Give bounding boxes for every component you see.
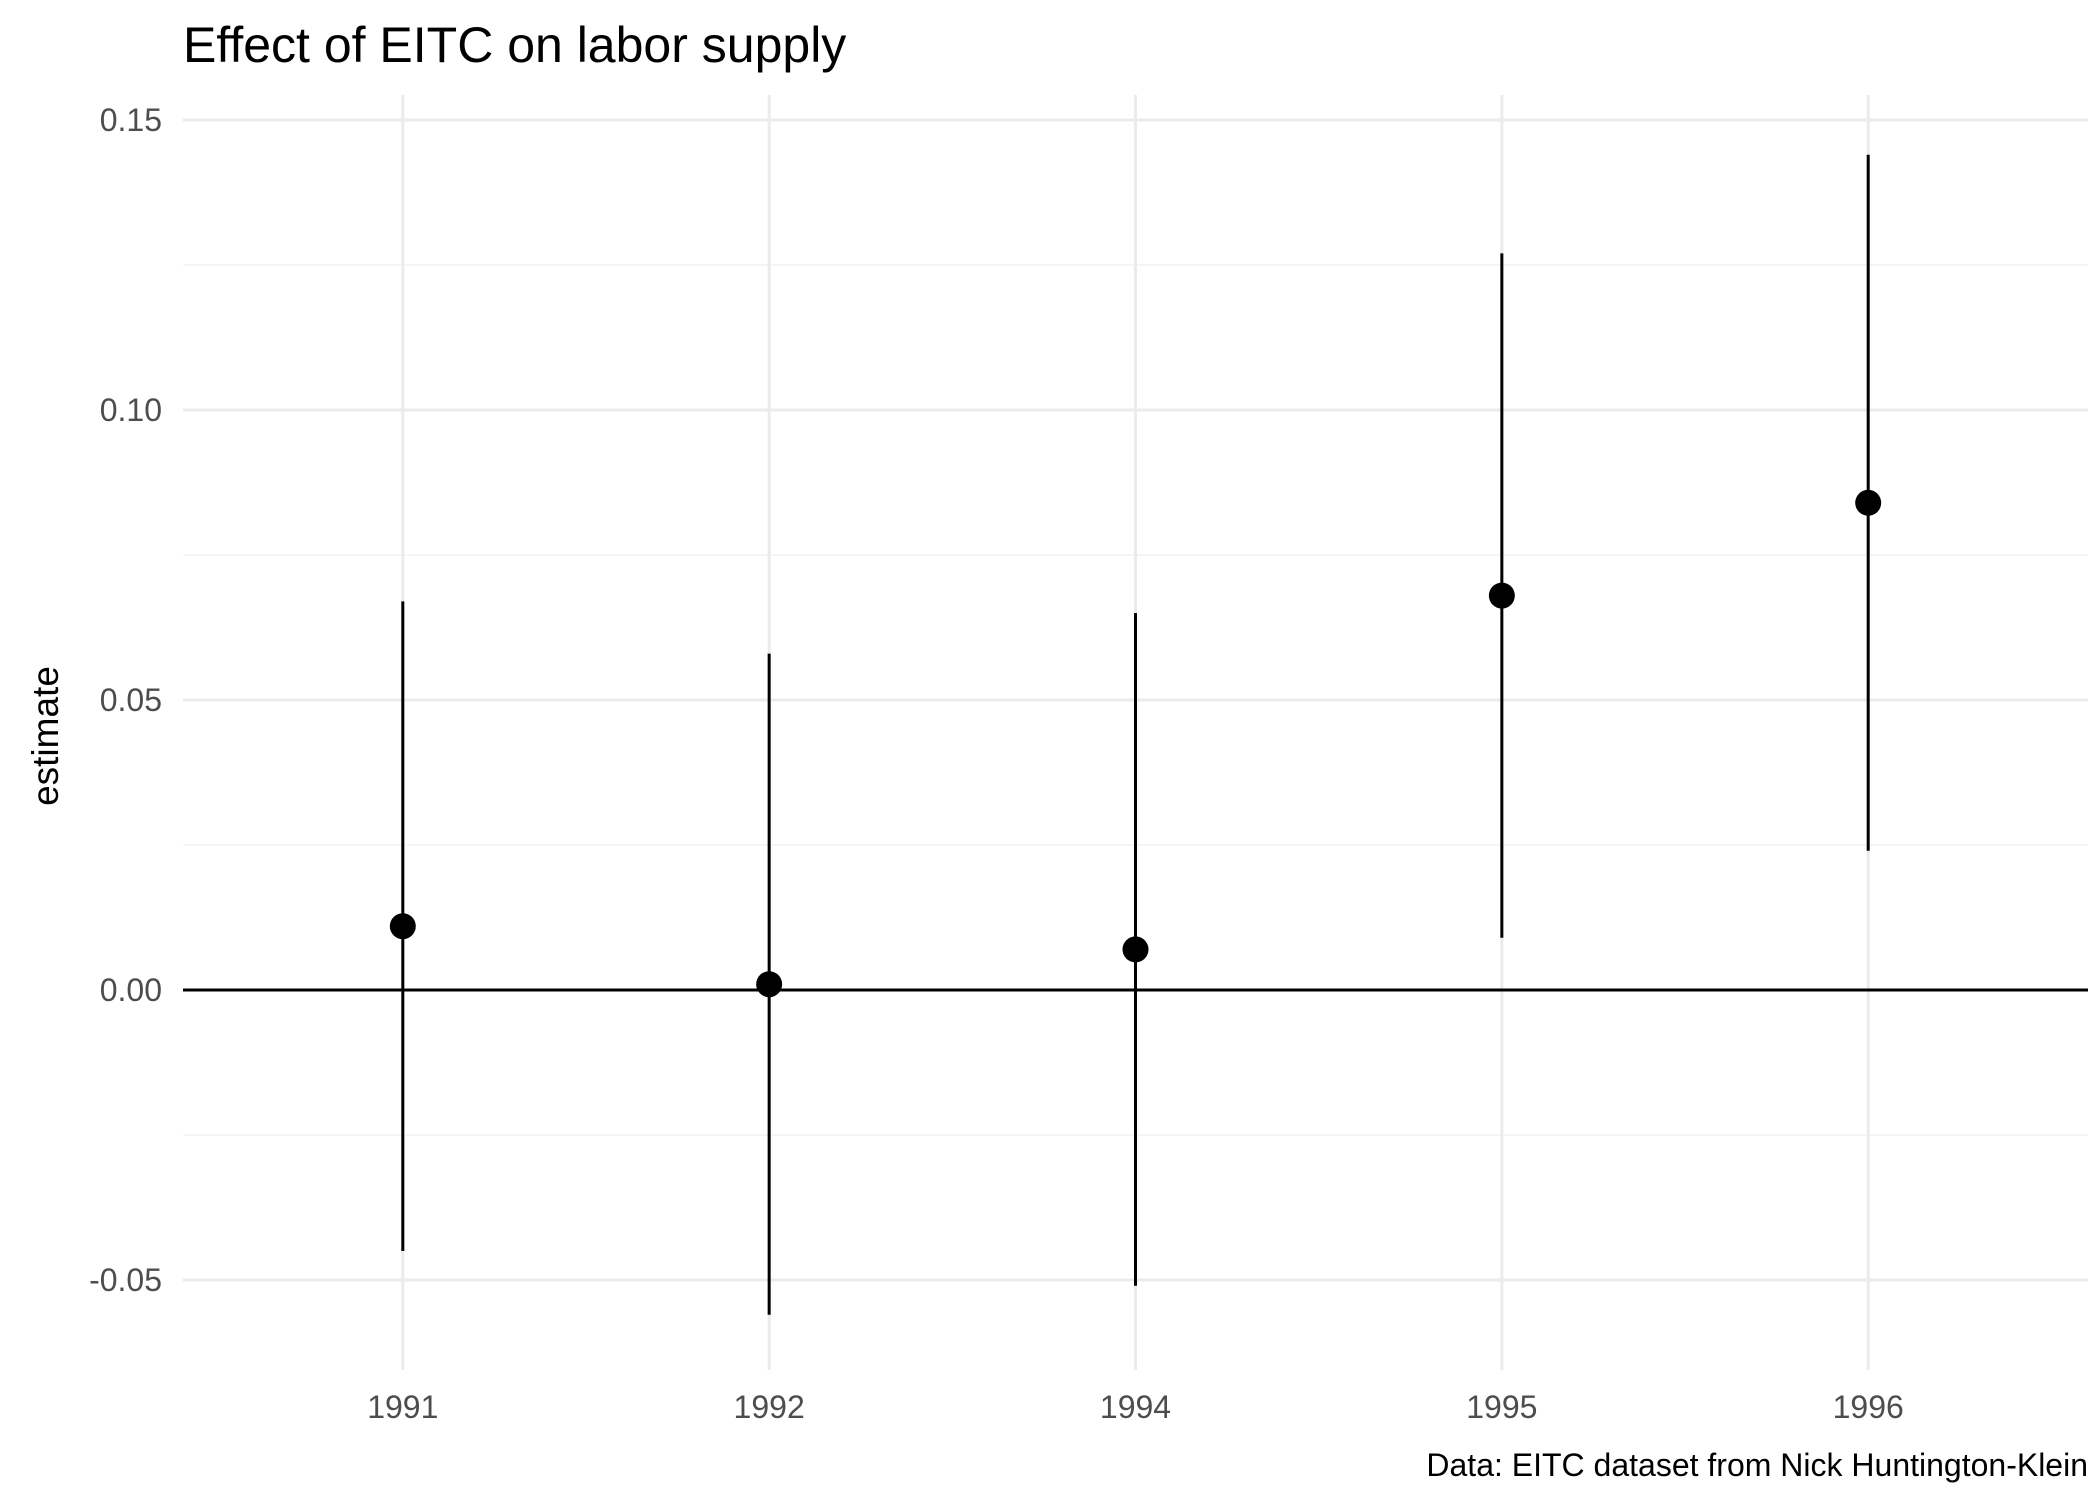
y-tick-label: 0.15 [100,102,162,138]
caption: Data: EITC dataset from Nick Huntington-… [1426,1447,2088,1483]
y-tick-label: 0.05 [100,682,162,718]
y-axis-title: estimate [25,666,66,806]
x-tick-label: 1994 [1100,1389,1171,1425]
x-tick-label: 1991 [367,1389,438,1425]
y-tick-labels: -0.05 0.00 0.05 0.10 0.15 [89,102,162,1298]
x-tick-label: 1996 [1833,1389,1904,1425]
chart-title: Effect of EITC on labor supply [183,17,846,73]
x-tick-labels: 1991 1992 1994 1995 1996 [367,1389,1904,1425]
y-tick-label: 0.00 [100,972,162,1008]
points [389,489,1882,998]
y-tick-label: -0.05 [89,1262,162,1298]
estimate-point [756,971,783,998]
x-tick-label: 1992 [734,1389,805,1425]
estimate-point [1855,489,1882,516]
y-tick-label: 0.10 [100,392,162,428]
estimate-point [389,913,416,940]
estimate-point [1122,936,1149,963]
x-tick-label: 1995 [1466,1389,1537,1425]
estimate-point [1488,582,1515,609]
